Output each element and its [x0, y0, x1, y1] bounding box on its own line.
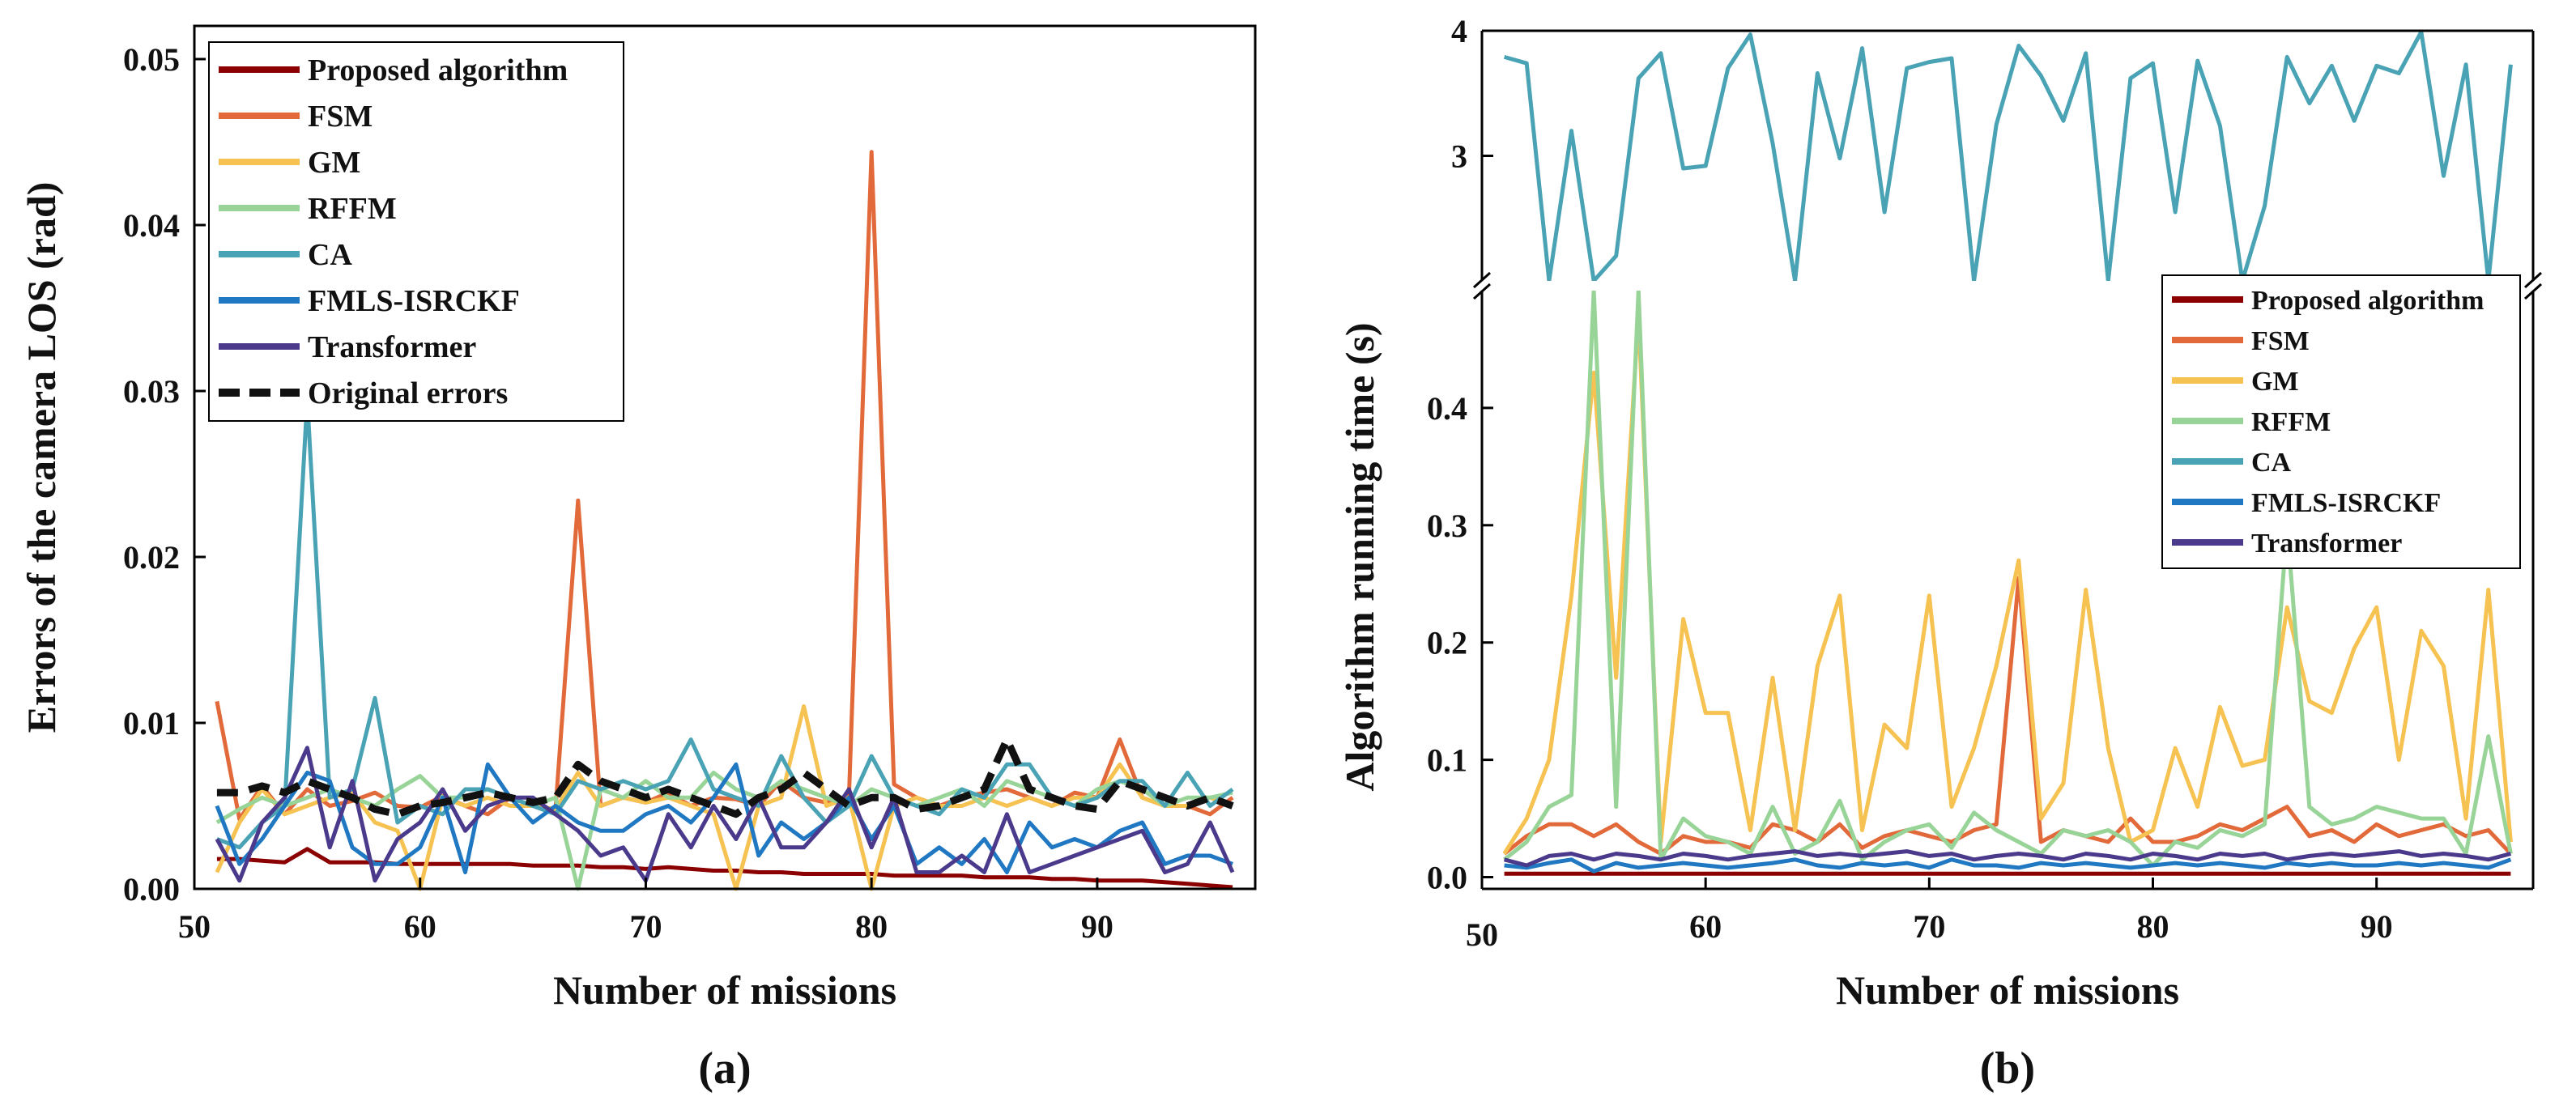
legend-label: Transformer: [2251, 529, 2402, 559]
series-line-gm: [1502, 312, 2513, 855]
series-line-rffm: [1503, 288, 2513, 868]
legend-label: FSM: [308, 100, 373, 134]
y-tick-label: 0.04: [123, 207, 180, 244]
legend-label: Proposed algorithm: [308, 53, 568, 87]
x-tick-label: 90: [1081, 908, 1113, 945]
y-tick-label: 0.1: [1427, 742, 1467, 779]
legend-label: RFFM: [2251, 407, 2331, 437]
axis-break-mark: [1472, 271, 1492, 289]
x-tick-label: 70: [1913, 908, 1945, 945]
y-tick-label: 0.03: [123, 373, 180, 410]
x-tick-label: 50: [178, 908, 211, 945]
y-tick-label: 3: [1451, 138, 1467, 175]
x-tick-label: 70: [629, 908, 662, 945]
series-line-fmls-isrckf: [1504, 857, 2512, 873]
legend-box: [208, 41, 624, 422]
legend-label: RFFM: [308, 192, 397, 226]
y-tick-label: 0.4: [1427, 390, 1467, 427]
x-tick-label: 90: [2361, 908, 2393, 945]
y-tick-label: 4: [1451, 13, 1467, 49]
legend-label: CA: [308, 238, 352, 272]
y-tick-label: 0.02: [123, 539, 180, 576]
legend-label: CA: [2251, 448, 2292, 478]
legend-label: GM: [308, 146, 360, 180]
x-tick-label: 80: [2137, 908, 2169, 945]
series-line-original-errors: [216, 736, 1234, 818]
legend-label: Transformer: [308, 330, 476, 364]
legend-label: Proposed algorithm: [2251, 286, 2484, 316]
legend-label: FMLS-ISRCKF: [2251, 488, 2441, 518]
x-tick-label: 80: [855, 908, 888, 945]
x-axis-label: Number of missions: [553, 967, 896, 1013]
plot-frame: [193, 24, 1257, 890]
panel-b: 50 60 70 80 90 0.0 0.1 0.2 0.3 0.4 3 4 Number of mis…: [1337, 13, 2543, 1094]
y-tick-label: 0.3: [1427, 508, 1467, 544]
x-axis-label: Number of missions: [1836, 967, 2179, 1013]
panel-label: (b): [1980, 1043, 2035, 1094]
x-tick-label: 60: [1689, 908, 1722, 945]
legend-label: FMLS-ISRCKF: [308, 284, 520, 318]
axis-break-mark: [2523, 283, 2543, 300]
legend-label: Original errors: [308, 376, 508, 410]
series-line-transformer: [1503, 849, 2512, 868]
series-line-transformer: [215, 746, 1235, 883]
axis-break-mark: [1472, 283, 1492, 300]
legend-label: GM: [2251, 367, 2299, 397]
x-tick-label: 60: [404, 908, 436, 945]
y-tick-label: 0.2: [1427, 625, 1467, 661]
panel-a: 50 60 70 80 90 0.00 0.01 0.02 0.03 0.04 0.05 Number…: [19, 24, 1257, 1094]
series-line-fsm: [1503, 576, 2513, 856]
axis-break-mark: [2523, 271, 2543, 289]
y-tick-label: 0.0: [1427, 860, 1467, 896]
panel-label: (a): [698, 1043, 751, 1094]
y-axis-label: Algorithm running time (s): [1337, 322, 1382, 791]
series-line-ca: [1503, 30, 2513, 283]
y-axis-label: Errors of the camera LOS (rad): [19, 182, 64, 733]
y-tick-label: 0.00: [123, 871, 180, 907]
x-tick-label: 50: [1466, 916, 1498, 953]
legend-label: FSM: [2251, 326, 2310, 356]
y-tick-label: 0.01: [123, 705, 180, 742]
y-tick-label: 0.05: [123, 41, 180, 78]
